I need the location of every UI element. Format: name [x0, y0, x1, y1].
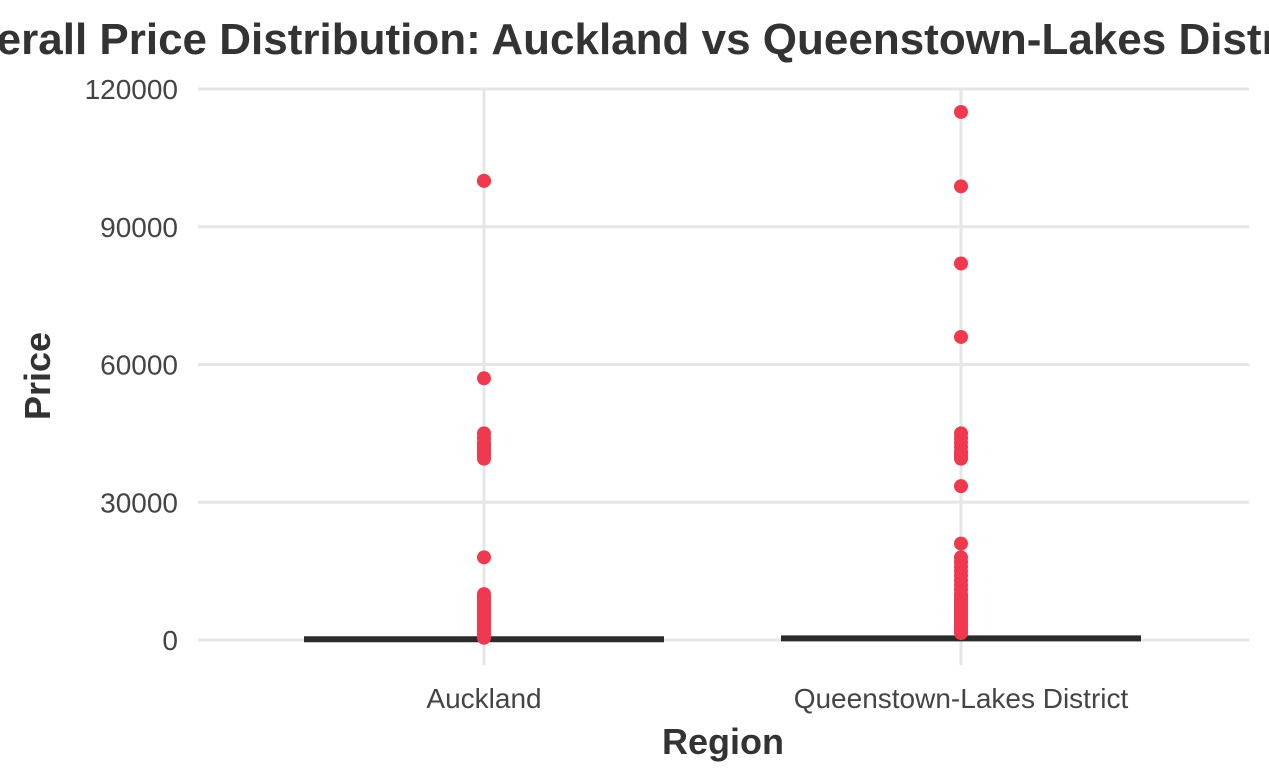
y-tick-label: 90000	[100, 212, 178, 243]
outlier-point	[954, 536, 968, 551]
outlier-point	[477, 630, 491, 645]
outlier-point	[477, 451, 491, 466]
y-axis-ticks: 0 30000 60000 90000 120000	[85, 74, 178, 656]
x-axis-ticks: Auckland Queenstown-Lakes District	[426, 683, 1128, 714]
outlier-point	[954, 479, 968, 494]
outlier-point	[954, 451, 968, 466]
y-axis-title: Price	[17, 332, 58, 420]
y-tick-label: 60000	[100, 350, 178, 381]
y-tick-label: 120000	[85, 74, 178, 105]
outlier-point	[954, 256, 968, 271]
y-tick-label: 0	[162, 625, 178, 656]
outlier-point	[954, 329, 968, 344]
x-axis-title: Region	[662, 721, 784, 762]
outlier-point	[477, 173, 491, 188]
outlier-point	[954, 104, 968, 119]
chart-title: Overall Price Distribution: Auckland vs …	[0, 15, 1269, 64]
outlier-point	[954, 179, 968, 194]
y-tick-label: 30000	[100, 487, 178, 518]
x-tick-label: Auckland	[426, 683, 541, 714]
outlier-point	[477, 371, 491, 386]
outlier-points	[477, 104, 968, 645]
x-tick-label: Queenstown-Lakes District	[794, 683, 1129, 714]
outlier-point	[954, 626, 968, 641]
outlier-point	[477, 550, 491, 565]
grid-lines	[198, 87, 1249, 665]
